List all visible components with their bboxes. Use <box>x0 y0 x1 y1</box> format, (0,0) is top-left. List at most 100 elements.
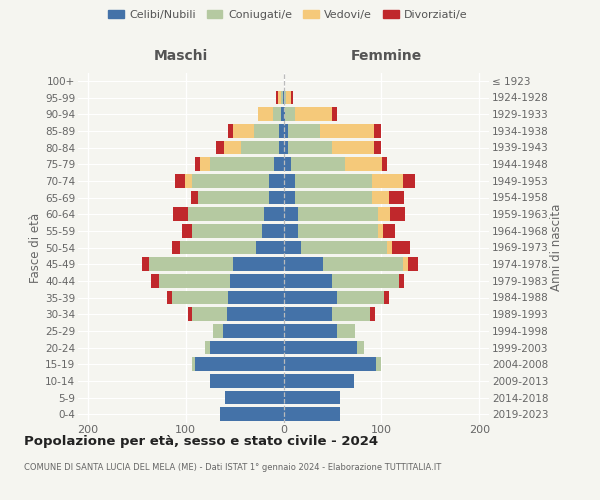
Bar <box>284 324 337 338</box>
Bar <box>384 290 389 304</box>
Bar <box>142 258 149 271</box>
Bar <box>269 174 284 188</box>
Bar <box>167 290 172 304</box>
Bar <box>292 158 345 171</box>
Bar <box>278 124 284 138</box>
Bar <box>383 224 395 237</box>
Bar <box>182 224 191 237</box>
Bar <box>213 324 223 338</box>
Bar <box>254 124 278 138</box>
Bar <box>286 108 295 121</box>
Bar <box>390 208 405 221</box>
Bar <box>387 240 392 254</box>
Bar <box>210 158 274 171</box>
Bar <box>193 308 227 321</box>
Bar <box>284 390 340 404</box>
Bar <box>180 240 256 254</box>
Bar <box>210 340 284 354</box>
Bar <box>199 190 269 204</box>
Bar <box>258 108 273 121</box>
Text: COMUNE DI SANTA LUCIA DEL MELA (ME) - Dati ISTAT 1° gennaio 2024 - Elaborazione : COMUNE DI SANTA LUCIA DEL MELA (ME) - Da… <box>24 462 441 471</box>
Bar <box>175 174 185 188</box>
Bar <box>228 124 233 138</box>
Bar <box>284 374 354 388</box>
Bar <box>295 174 371 188</box>
Legend: Celibi/Nubili, Coniugati/e, Vedovi/e, Divorziati/e: Celibi/Nubili, Coniugati/e, Vedovi/e, Di… <box>104 6 472 25</box>
Bar <box>149 258 233 271</box>
Bar <box>273 108 281 121</box>
Bar <box>173 208 188 221</box>
Bar <box>332 140 374 154</box>
Bar <box>345 158 382 171</box>
Bar <box>151 274 159 287</box>
Bar <box>284 90 286 104</box>
Bar <box>284 224 298 237</box>
Bar <box>191 224 262 237</box>
Bar <box>292 90 293 104</box>
Bar <box>193 174 269 188</box>
Bar <box>284 308 332 321</box>
Bar <box>284 290 337 304</box>
Bar <box>159 274 230 287</box>
Bar <box>379 208 390 221</box>
Bar <box>301 240 387 254</box>
Text: Popolazione per età, sesso e stato civile - 2024: Popolazione per età, sesso e stato civil… <box>24 435 378 448</box>
Bar <box>403 258 408 271</box>
Bar <box>332 108 337 121</box>
Bar <box>224 140 241 154</box>
Bar <box>332 274 399 287</box>
Bar <box>228 290 284 304</box>
Bar <box>205 340 210 354</box>
Bar <box>371 190 389 204</box>
Text: Femmine: Femmine <box>350 48 422 62</box>
Bar <box>284 358 376 371</box>
Bar <box>284 274 332 287</box>
Bar <box>379 224 383 237</box>
Bar <box>172 290 228 304</box>
Bar <box>284 174 295 188</box>
Bar <box>223 324 284 338</box>
Bar <box>284 140 289 154</box>
Bar <box>188 308 193 321</box>
Bar <box>284 158 292 171</box>
Bar <box>281 108 284 121</box>
Bar <box>337 290 384 304</box>
Bar <box>295 190 371 204</box>
Bar <box>295 108 332 121</box>
Bar <box>281 90 283 104</box>
Bar <box>233 124 254 138</box>
Bar <box>284 340 357 354</box>
Bar <box>284 258 323 271</box>
Bar <box>196 358 284 371</box>
Bar <box>392 240 410 254</box>
Bar <box>241 140 278 154</box>
Bar <box>320 124 374 138</box>
Bar <box>382 158 387 171</box>
Bar <box>220 408 284 421</box>
Bar <box>284 190 295 204</box>
Bar <box>262 224 284 237</box>
Bar <box>399 274 404 287</box>
Bar <box>210 374 284 388</box>
Bar <box>376 358 382 371</box>
Bar <box>374 140 382 154</box>
Bar <box>403 174 415 188</box>
Bar <box>337 324 355 338</box>
Bar <box>188 208 264 221</box>
Bar <box>275 90 278 104</box>
Bar <box>269 190 284 204</box>
Bar <box>298 224 379 237</box>
Bar <box>284 124 289 138</box>
Bar <box>264 208 284 221</box>
Bar <box>284 208 298 221</box>
Text: Maschi: Maschi <box>154 48 208 62</box>
Bar <box>374 124 382 138</box>
Bar <box>323 258 403 271</box>
Bar <box>289 124 320 138</box>
Bar <box>332 308 370 321</box>
Bar <box>284 408 340 421</box>
Bar <box>357 340 364 354</box>
Bar <box>225 390 284 404</box>
Bar <box>200 158 210 171</box>
Bar <box>227 308 284 321</box>
